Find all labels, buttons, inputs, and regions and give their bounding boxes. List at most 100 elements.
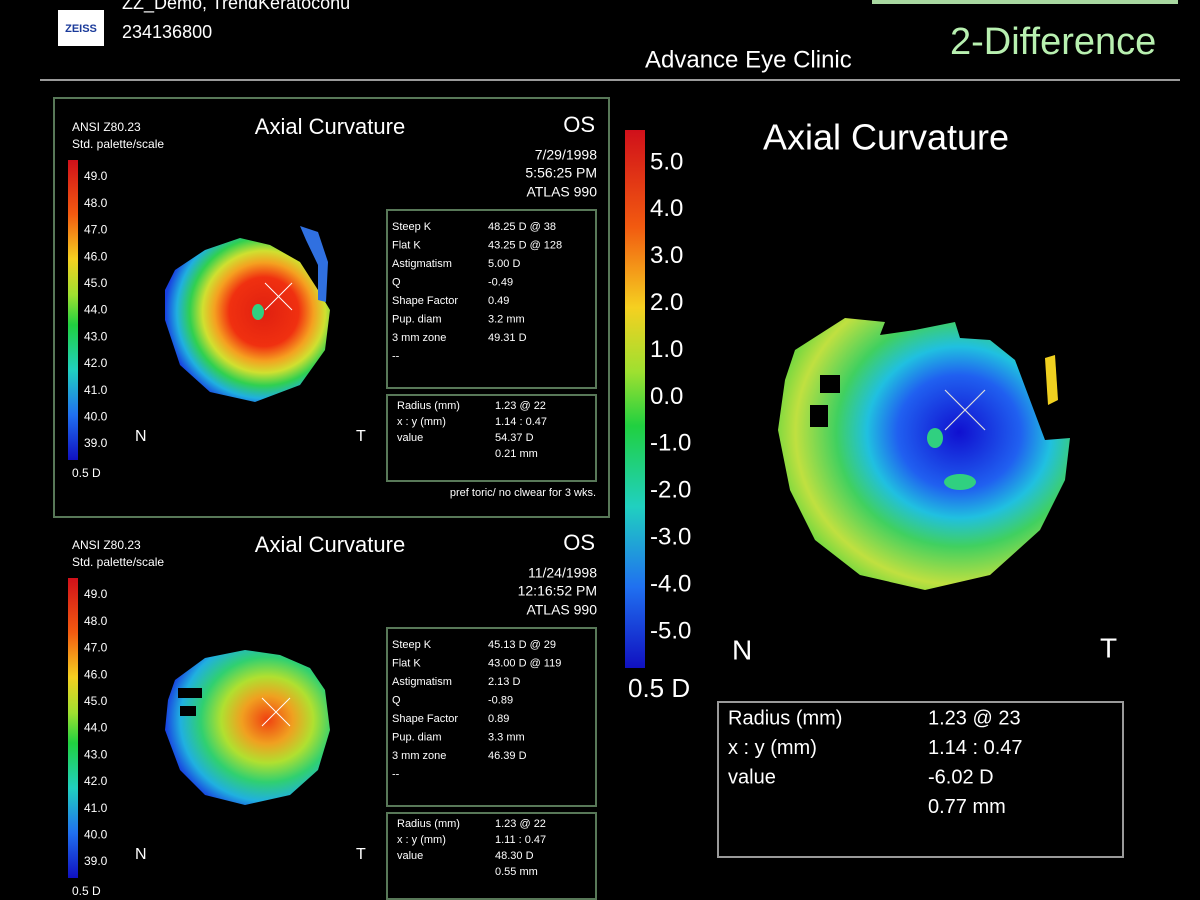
scale-label: 44.0: [84, 303, 108, 317]
row-value: 43.25 D @ 128: [488, 239, 562, 251]
palette-name: Std. palette/scale: [72, 137, 164, 151]
row-label: Astigmatism: [392, 258, 452, 270]
info-box: [386, 209, 597, 389]
scale-label: 41.0: [84, 383, 108, 397]
row-label: Astigmatism: [392, 676, 452, 688]
row-label: Radius (mm): [397, 818, 460, 830]
row-value: 46.39 D: [488, 750, 527, 762]
scale-label: 40.0: [84, 409, 108, 423]
row-value: -6.02 D: [928, 766, 994, 788]
row-label: Radius (mm): [397, 400, 460, 412]
scale-label: 41.0: [84, 801, 108, 815]
scale-label: 46.0: [84, 249, 108, 263]
info-box: [717, 701, 1124, 858]
row-label: 3 mm zone: [392, 332, 446, 344]
row-value: 3.3 mm: [488, 731, 525, 743]
clinic-name: Advance Eye Clinic: [645, 46, 852, 73]
map-title: Axial Curvature: [255, 532, 405, 557]
difference-map: [778, 318, 1070, 590]
row-label: x : y (mm): [728, 737, 817, 759]
row-value: 1.23 @ 22: [495, 818, 546, 830]
info-box: [386, 812, 597, 900]
device: ATLAS 990: [526, 602, 597, 618]
scale-label: 43.0: [84, 329, 108, 343]
row-label: Flat K: [392, 657, 421, 669]
nasal-label: N: [135, 428, 147, 445]
scale-label: 39.0: [84, 436, 108, 450]
color-scale: [68, 160, 78, 460]
scale-label: 45.0: [84, 276, 108, 290]
palette-name: Std. palette/scale: [72, 555, 164, 569]
scale-label: -4.0: [650, 570, 691, 597]
view-tab: [872, 0, 1178, 4]
temporal-label: T: [356, 846, 366, 863]
scale-label: 39.0: [84, 854, 108, 868]
topography-map: [165, 226, 330, 402]
row-value: 3.2 mm: [488, 313, 525, 325]
logo-box: [58, 10, 104, 46]
row-label: Pup. diam: [392, 731, 442, 743]
scale-label: 45.0: [84, 694, 108, 708]
eye: OS: [563, 112, 595, 137]
exam-date: 11/24/1998: [528, 565, 597, 581]
scale-label: 43.0: [84, 747, 108, 761]
row-label: Q: [392, 694, 401, 706]
row-value: 1.23 @ 23: [928, 707, 1021, 729]
scale-label: 1.0: [650, 336, 683, 363]
color-scale: [625, 130, 645, 668]
row-label: --: [392, 768, 400, 780]
patient-id: 234136800: [122, 22, 212, 42]
scale-label: 42.0: [84, 774, 108, 788]
scale-label: 40.0: [84, 827, 108, 841]
info-box: [386, 627, 597, 807]
info-box: [386, 394, 597, 482]
row-label: 3 mm zone: [392, 750, 446, 762]
row-value: 5.00 D: [488, 258, 520, 270]
row-label: x : y (mm): [397, 416, 446, 428]
row-value: 2.13 D: [488, 676, 520, 688]
scale-label: 4.0: [650, 195, 683, 222]
row-value: 0.89: [488, 713, 509, 725]
nasal-label: N: [732, 634, 752, 665]
row-label: Q: [392, 276, 401, 288]
scale-label: -2.0: [650, 477, 691, 504]
scale-label: 49.0: [84, 587, 108, 601]
scale-label: 42.0: [84, 356, 108, 370]
row-value: 48.30 D: [495, 850, 534, 862]
row-value: 0.49: [488, 295, 509, 307]
row-label: Steep K: [392, 221, 432, 233]
row-value: 48.25 D @ 38: [488, 221, 556, 233]
row-value: 45.13 D @ 29: [488, 639, 556, 651]
row-label: Pup. diam: [392, 313, 442, 325]
row-value: 1.14 : 0.47: [928, 737, 1023, 759]
scale-label: 48.0: [84, 614, 108, 628]
row-label: value: [397, 432, 423, 444]
row-value: 0.55 mm: [495, 866, 538, 878]
logo: ZEISS: [65, 23, 97, 35]
scale-label: -3.0: [650, 524, 691, 551]
row-label: Steep K: [392, 639, 432, 651]
patient-name: ZZ_Demo, TrendKeratoconu: [122, 0, 350, 14]
scale-label: 5.0: [650, 148, 683, 175]
temporal-label: T: [1100, 632, 1117, 663]
row-label: Shape Factor: [392, 295, 458, 307]
row-value: -0.49: [488, 276, 513, 288]
map-title: Axial Curvature: [255, 114, 405, 139]
exam-time: 5:56:25 PM: [525, 165, 597, 181]
exam-date: 7/29/1998: [535, 147, 597, 163]
nasal-label: N: [135, 846, 147, 863]
topography-map: [165, 650, 330, 805]
panel-frame: [53, 97, 610, 518]
scale-unit: 0.5 D: [628, 673, 690, 703]
row-value: 1.11 : 0.47: [495, 834, 546, 846]
device: ATLAS 990: [526, 184, 597, 200]
map-title: Axial Curvature: [763, 117, 1009, 158]
color-scale: [68, 578, 78, 878]
eye: OS: [563, 530, 595, 555]
row-label: value: [728, 766, 776, 788]
row-label: value: [397, 850, 423, 862]
row-label: Flat K: [392, 239, 421, 251]
scale-label: 0.0: [650, 383, 683, 410]
